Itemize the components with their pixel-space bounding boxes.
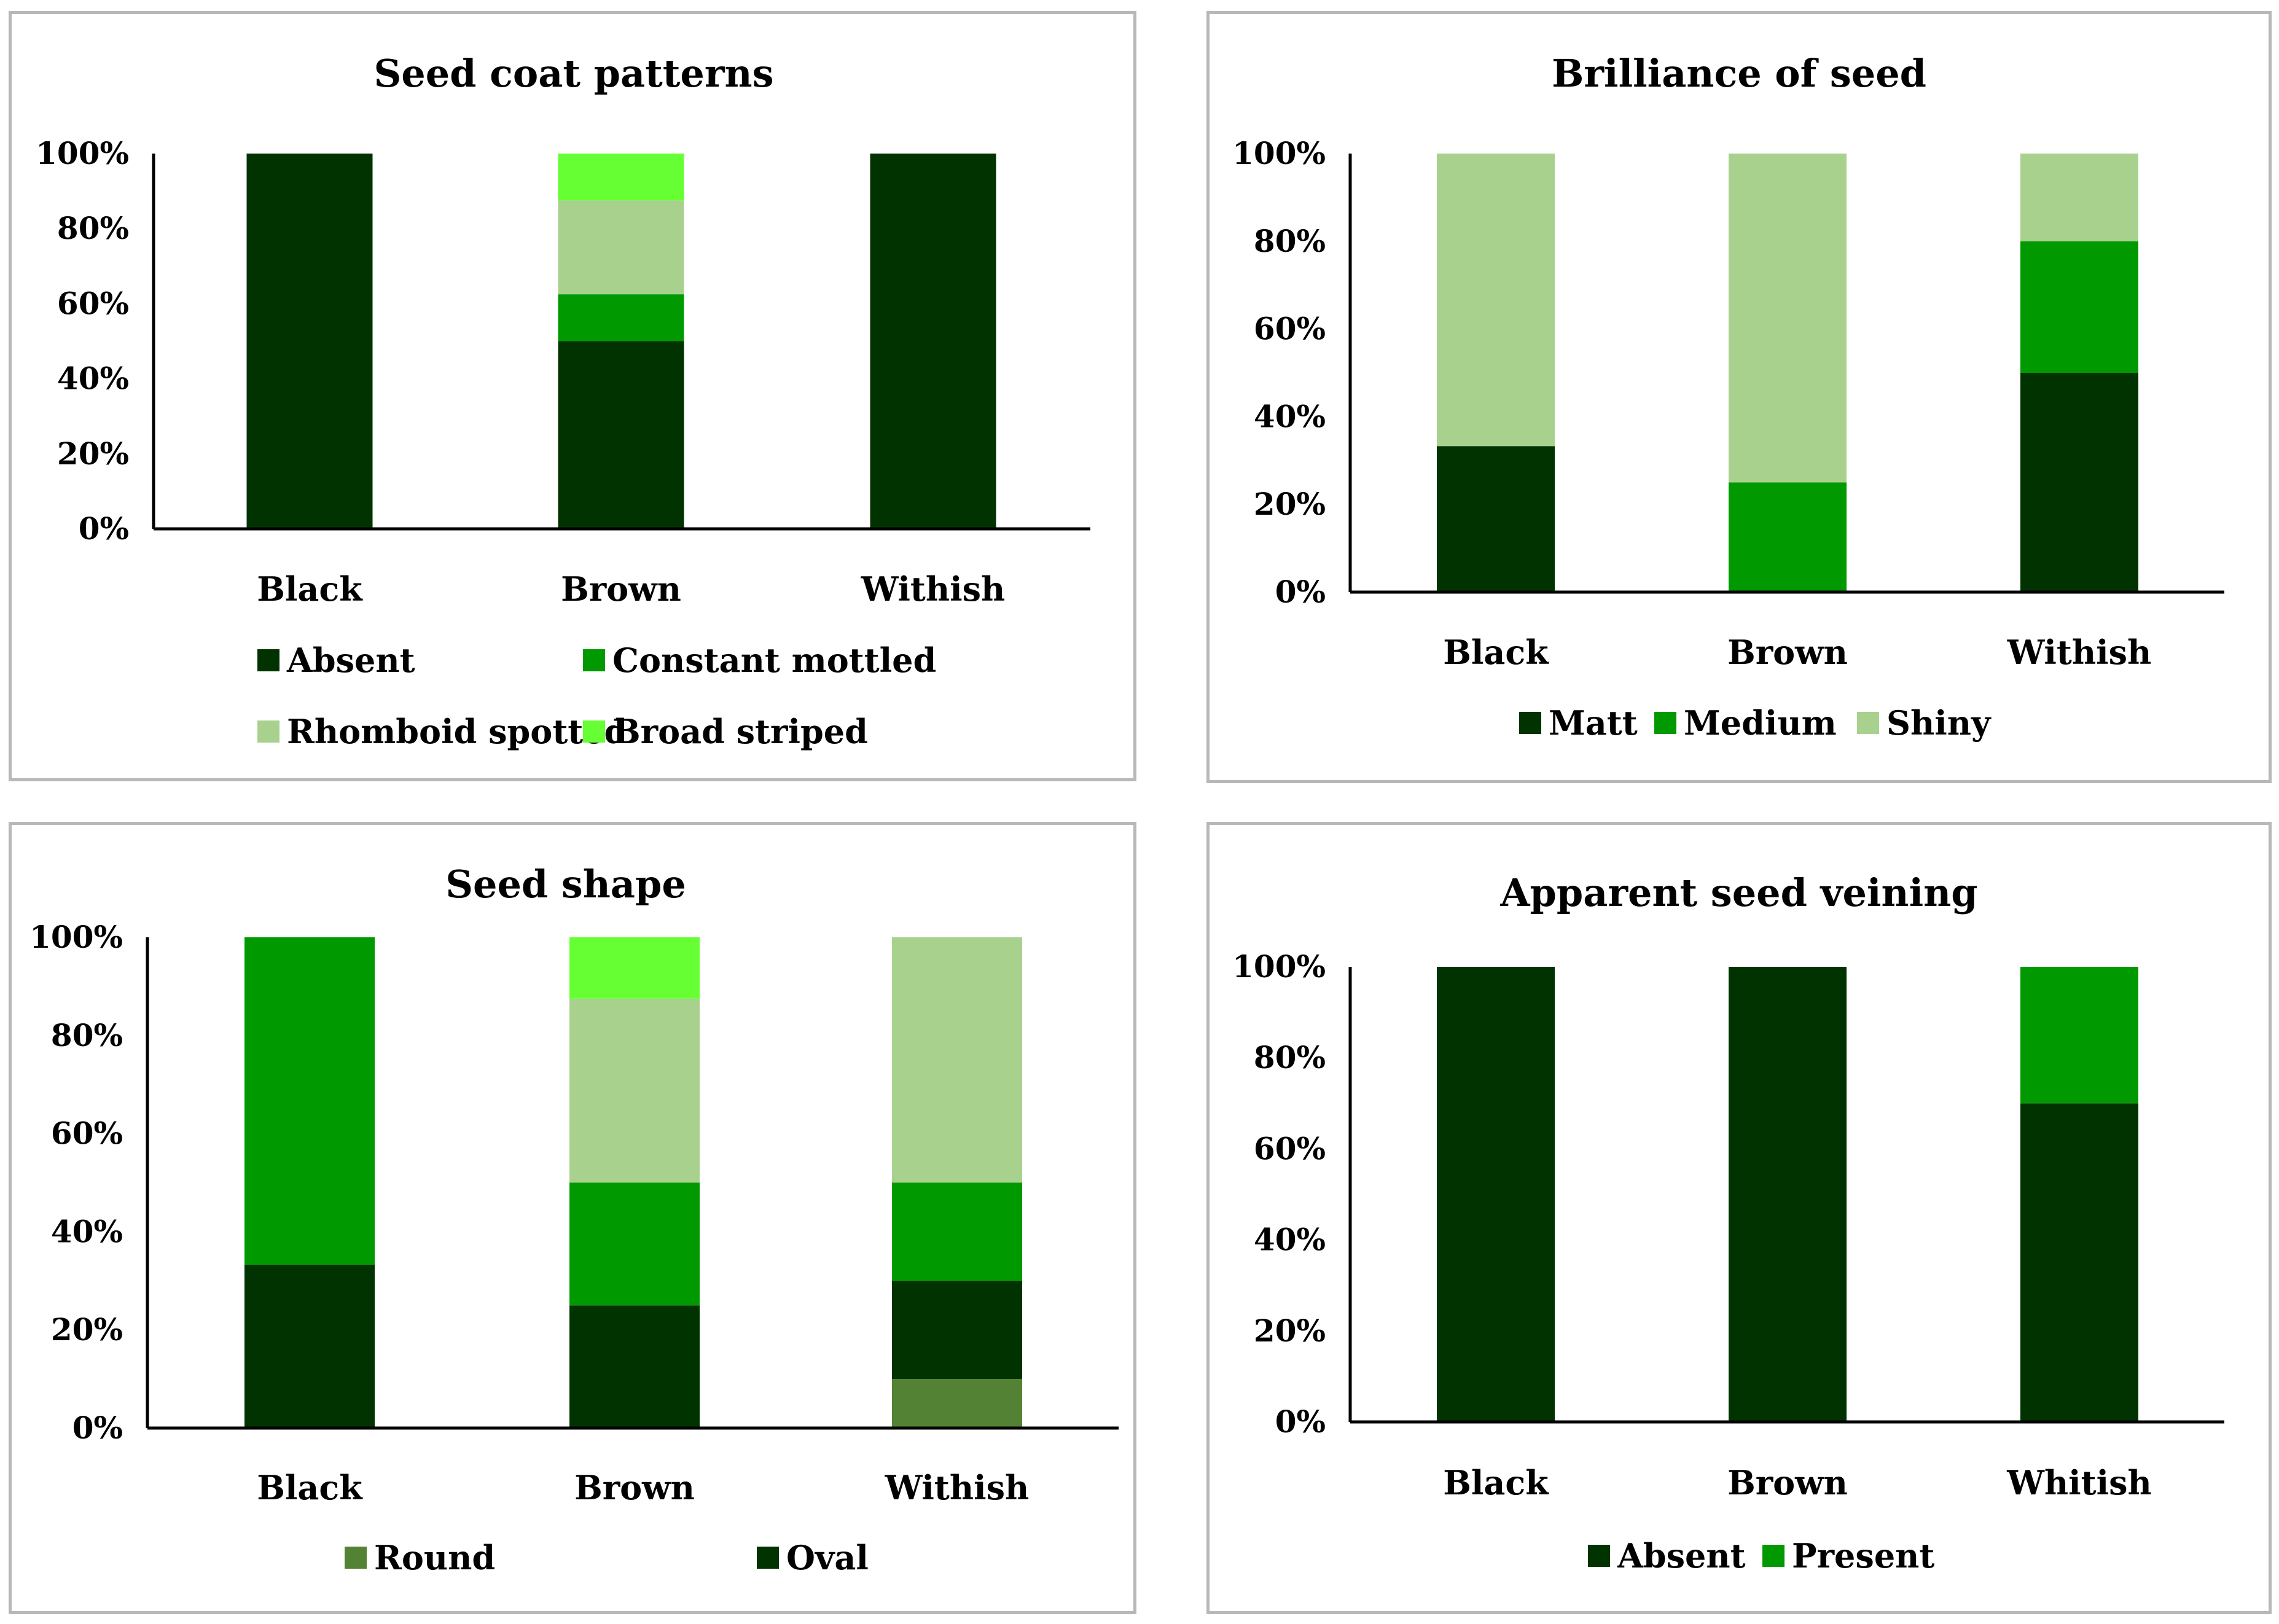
y-tick-label: 20% [51,1311,123,1348]
legend-swatch [583,649,605,671]
y-tick-label: 20% [1254,486,1326,522]
bar-segment-brown-absent [558,341,684,529]
bar-segment-brown-constant-mottled [558,294,684,342]
legend-label: Rhomboid spotted [287,712,627,751]
legend-label: Medium [1684,703,1837,743]
bar-segment-brown-medium [1729,482,1847,592]
chart-panel-brilliance-of-seed: Brilliance of seed 0% 20% 40% 60% 80% 100% Blac… [1206,11,2272,783]
legend-label: Round [374,1538,495,1577]
legend-swatch [345,1547,367,1569]
bar-segment-black-series-2 [244,937,375,1265]
bar-segment-withish-oval [892,1281,1022,1380]
bar-segment-brown-series-2 [569,1182,700,1306]
x-category-label: Brown [1727,633,1848,672]
legend-swatch [257,720,280,743]
y-tick-label: 60% [1254,311,1326,347]
y-tick-label: 0% [1275,1403,1326,1440]
legend-swatch [583,720,605,743]
y-tick-label: 40% [1254,398,1326,434]
y-tick-label: 0% [72,1410,123,1446]
bar-segment-withish-series-2 [892,1182,1022,1281]
y-tick-label: 40% [51,1213,123,1249]
x-category-label: Black [1443,1463,1549,1502]
chart-apparent-seed-veining: Apparent seed veining 0% 20% 40% 60% 80% 100% B… [1232,870,2224,1575]
bar-segment-whitish-absent [2020,1103,2138,1422]
bar-segment-withish-series-3 [892,937,1022,1183]
y-tick-label: 80% [51,1017,123,1053]
legend-label: Matt [1549,703,1638,743]
legend-label: Present [1792,1536,1934,1575]
chart-title: Seed coat patterns [374,51,774,96]
x-category-label: Black [257,1468,363,1507]
bar-segment-brown-oval [569,1305,700,1428]
y-tick-label: 40% [57,361,129,397]
y-tick-label: 80% [1254,1039,1326,1076]
bar-segment-brown-absent [1729,967,1847,1422]
y-tick-label: 80% [57,210,129,246]
bar-segment-withish-matt [2020,373,2138,592]
x-category-label: Brown [1727,1463,1848,1502]
x-category-label: Whitish [2006,1463,2152,1502]
legend-label: Oval [786,1538,869,1577]
legend-label: Shiny [1886,703,1992,743]
x-category-label: Brown [574,1468,695,1507]
x-category-label: Brown [561,569,681,609]
y-tick-label: 100% [29,919,123,955]
bar-segment-brown-broad-striped [558,154,684,201]
legend-swatch [257,649,280,671]
y-tick-label: 100% [1232,948,1326,985]
x-category-label: Black [257,569,363,609]
bar-segment-brown-shiny [1729,154,1847,483]
chart-panel-seed-coat-patterns: Seed coat patterns 0% 20% 40% 60% 80% 100% Blac… [9,11,1136,781]
legend-label: Broad striped [612,712,868,751]
chart-seed-shape: Seed shape 0% 20% 40% 60% 80% 100% Black Brown Wi… [29,862,1119,1577]
bar-segment-black-absent [246,154,373,529]
x-category-label: Withish [2007,633,2152,672]
bar-segment-withish-medium [2020,241,2138,373]
y-tick-label: 0% [1275,574,1326,610]
bar-segment-black-shiny [1437,154,1555,447]
legend-swatch [1762,1545,1784,1567]
bar-segment-black-absent [1437,967,1555,1422]
chart-title: Seed shape [445,862,686,907]
x-category-label: Withish [885,1468,1030,1507]
y-tick-label: 100% [36,135,129,171]
chart-panel-seed-shape: Seed shape 0% 20% 40% 60% 80% 100% Black Brown Wi… [9,822,1136,1614]
bar-segment-withish-shiny [2020,154,2138,241]
legend-label: Absent [1617,1536,1746,1575]
y-tick-label: 40% [1254,1222,1326,1258]
bar-segment-black-oval [244,1264,375,1428]
chart-title: Apparent seed veining [1499,870,1977,915]
legend-swatch [1857,712,1879,734]
x-category-label: Withish [861,569,1006,609]
y-tick-label: 80% [1254,223,1326,259]
bar-segment-whitish-present [2020,967,2138,1104]
bar-segment-withish-round [892,1379,1022,1428]
y-tick-label: 60% [1254,1130,1326,1166]
legend-swatch [1519,712,1541,734]
legend-label: Constant mottled [612,641,936,680]
legend-label: Absent [286,641,415,680]
bar-segment-brown-series-3 [569,998,700,1183]
y-tick-label: 60% [51,1115,123,1152]
bar-segment-brown-rhomboid-spotted [558,200,684,295]
y-tick-label: 20% [1254,1313,1326,1349]
chart-panel-apparent-seed-veining: Apparent seed veining 0% 20% 40% 60% 80% 100% B… [1206,822,2272,1614]
y-tick-label: 100% [1232,135,1326,171]
chart-brilliance-of-seed: Brilliance of seed 0% 20% 40% 60% 80% 100% Blac… [1232,51,2224,743]
bar-segment-black-matt [1437,446,1555,592]
x-category-label: Black [1443,633,1549,672]
legend-swatch [1588,1545,1610,1567]
bar-segment-withish-absent [870,154,996,529]
y-tick-label: 0% [79,510,129,547]
y-tick-label: 60% [57,285,129,321]
bar-segment-brown-series-4 [569,937,700,999]
chart-title: Brilliance of seed [1552,51,1926,96]
legend-swatch [757,1547,779,1569]
y-tick-label: 20% [57,435,129,472]
chart-seed-coat-patterns: Seed coat patterns 0% 20% 40% 60% 80% 100% Blac… [36,51,1090,751]
legend-swatch [1654,712,1676,734]
